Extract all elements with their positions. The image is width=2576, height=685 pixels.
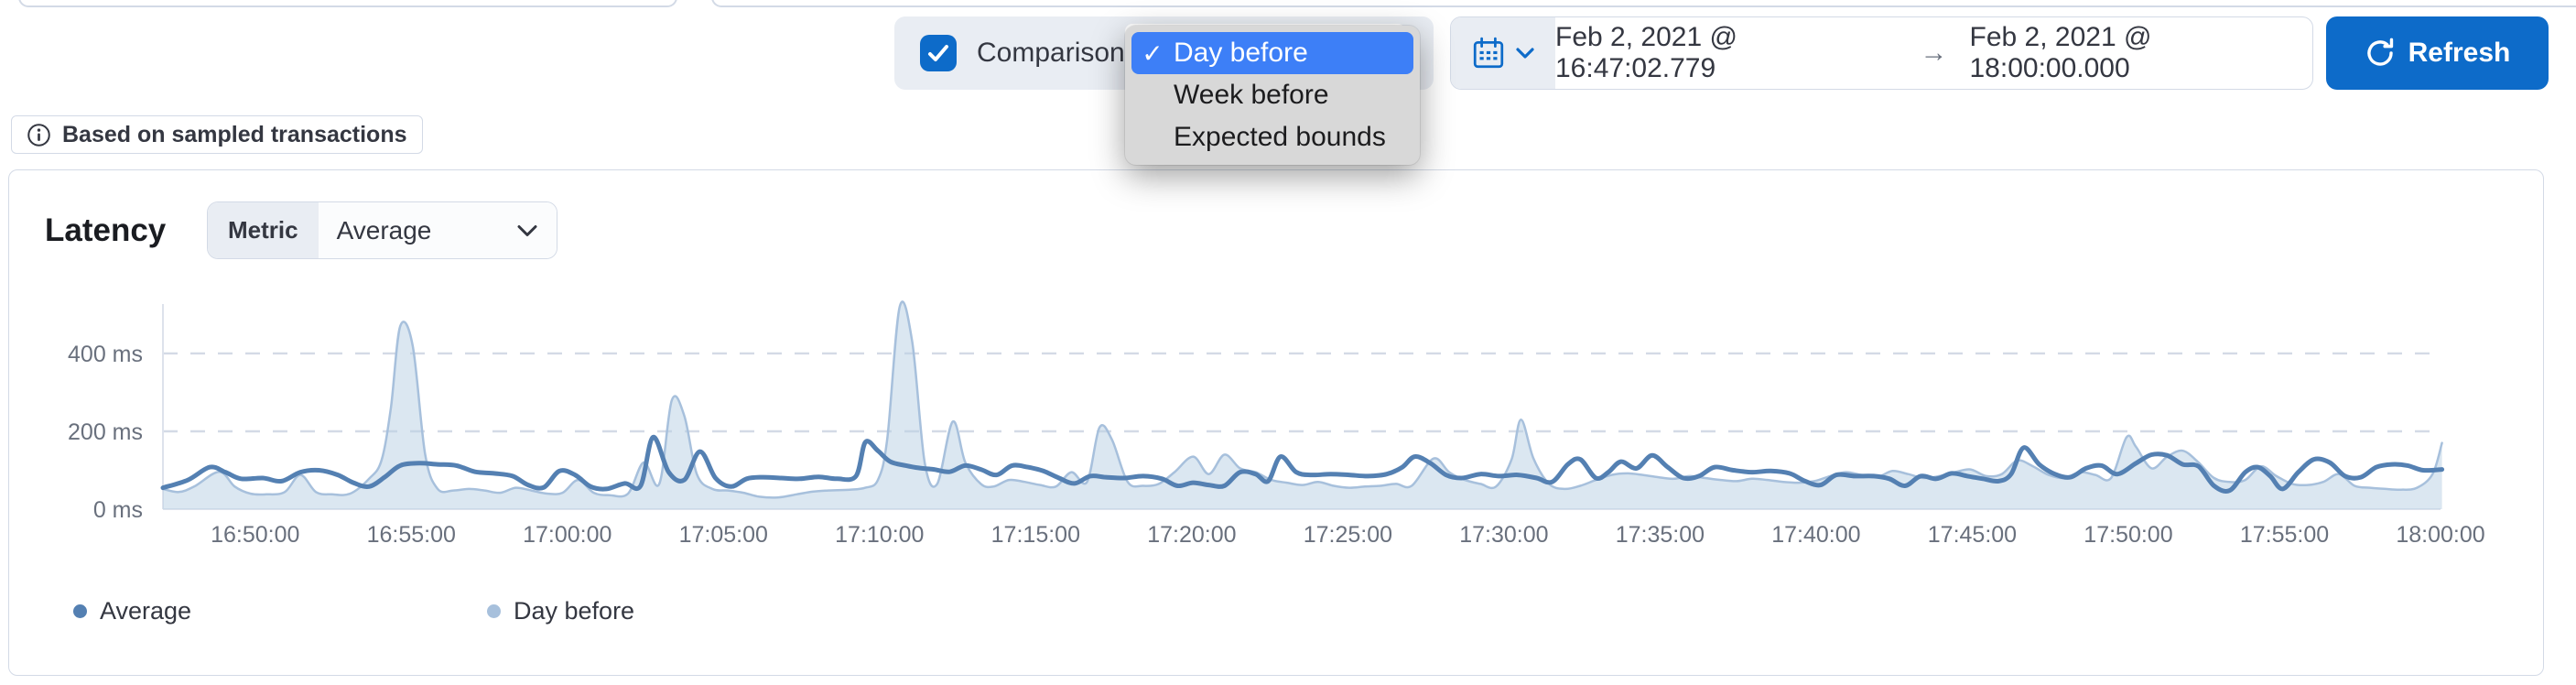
panel-title: Latency [45, 212, 167, 248]
refresh-icon [2366, 38, 2393, 66]
sampled-badge-label: Based on sampled transactions [62, 121, 407, 147]
legend-dot-day-before [487, 604, 501, 618]
dropdown-item-day-before[interactable]: ✓ Day before [1131, 32, 1413, 74]
chevron-down-icon [1516, 48, 1534, 59]
legend-item-day-before[interactable]: Day before [487, 597, 634, 625]
date-start[interactable]: Feb 2, 2021 @ 16:47:02.779 [1555, 22, 1737, 83]
comparison-label: Comparison [977, 38, 1125, 68]
date-end[interactable]: Feb 2, 2021 @ 18:00:00.000 [1969, 22, 2152, 83]
info-icon [27, 123, 50, 147]
metric-control-group: Metric Average [207, 201, 557, 259]
dropdown-item-label: Expected bounds [1174, 122, 1386, 152]
dropdown-item-week-before[interactable]: Week before [1131, 74, 1413, 116]
dropdown-item-label: Week before [1174, 80, 1329, 110]
legend-label: Average [100, 597, 192, 625]
selected-check-icon: ✓ [1142, 38, 1164, 68]
refresh-label: Refresh [2408, 38, 2511, 68]
date-range-text: Feb 2, 2021 @ 16:47:02.779 → Feb 2, 2021… [1555, 17, 2312, 89]
legend-dot-average [73, 604, 87, 618]
metric-select[interactable]: Average [318, 202, 557, 258]
arrow-right-icon: → [1920, 38, 1948, 68]
date-picker-calendar-button[interactable] [1451, 17, 1555, 89]
comparison-dropdown-menu: ✓ Day before Week before Expected bounds [1125, 26, 1420, 165]
legend-label: Day before [514, 597, 635, 625]
refresh-button[interactable]: Refresh [2326, 16, 2549, 90]
metric-label: Metric [208, 202, 319, 258]
date-range-picker: Feb 2, 2021 @ 16:47:02.779 → Feb 2, 2021… [1450, 16, 2313, 90]
cut-off-control-left [18, 0, 677, 7]
legend-item-average[interactable]: Average [73, 597, 191, 625]
dropdown-item-label: Day before [1174, 38, 1308, 68]
chevron-down-icon [517, 224, 537, 236]
checkmark-icon [928, 45, 948, 61]
calendar-icon [1473, 37, 1504, 69]
dropdown-item-expected-bounds[interactable]: Expected bounds [1131, 116, 1413, 158]
sampled-transactions-badge: Based on sampled transactions [11, 115, 423, 154]
metric-select-value: Average [336, 215, 432, 245]
comparison-checkbox[interactable] [920, 35, 957, 71]
cut-off-control-right [711, 0, 2576, 7]
